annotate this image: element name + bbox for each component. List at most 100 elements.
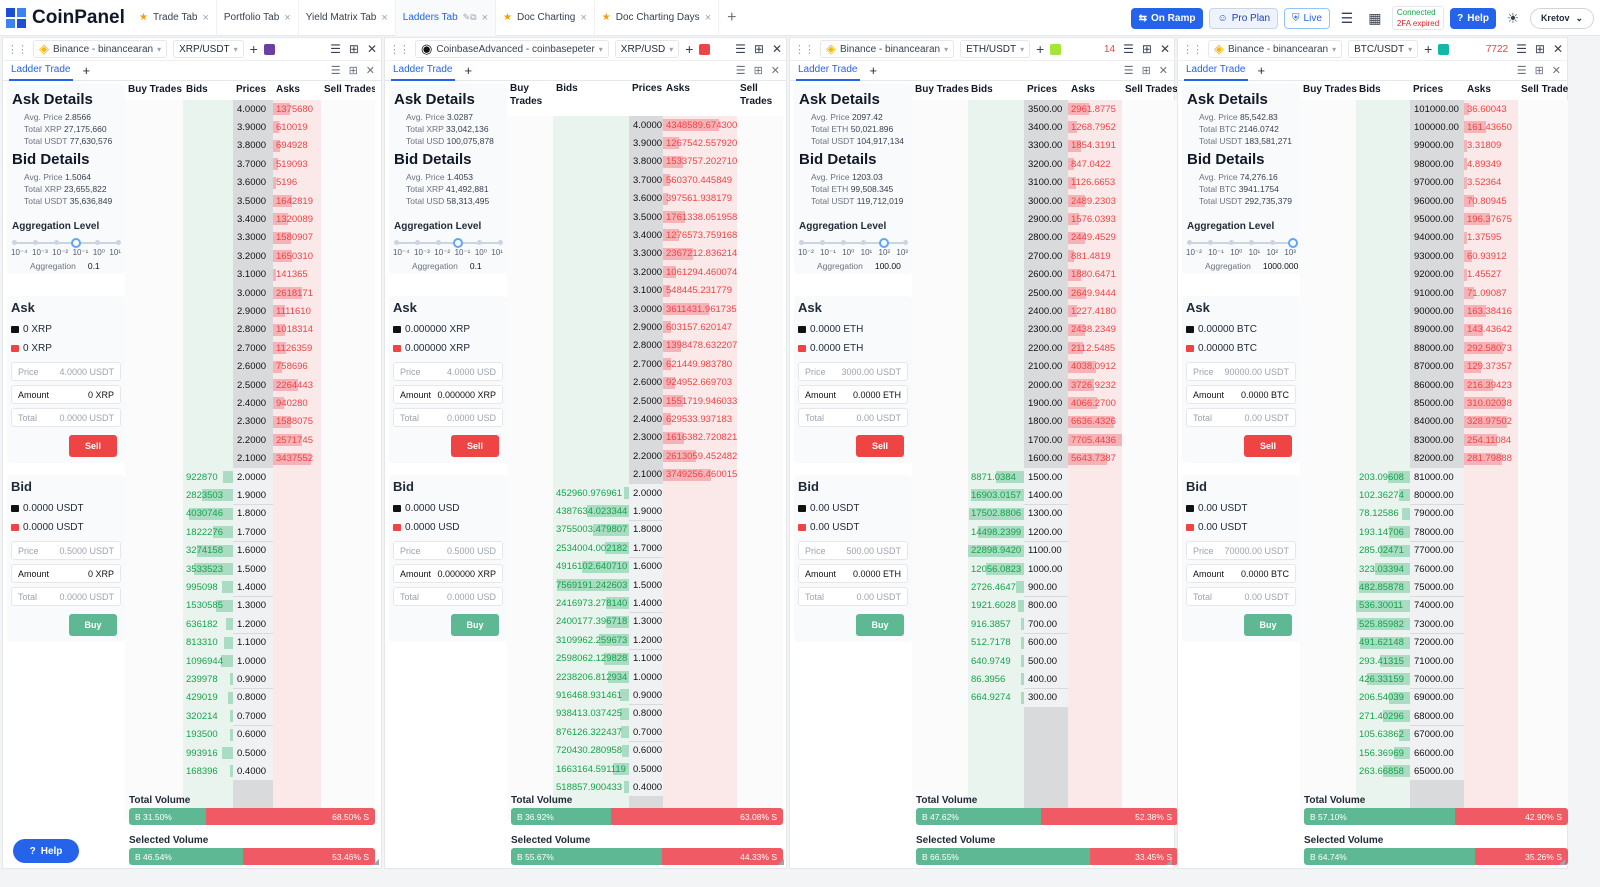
price-cell[interactable]: 1400.00 xyxy=(1024,486,1068,505)
ladder-row[interactable]: 2.1000 3437552 xyxy=(125,450,375,468)
price-cell[interactable]: 2.4000 xyxy=(633,413,663,425)
ladder-row[interactable]: 0.4000 168396 xyxy=(125,762,375,781)
ask-cell[interactable]: 881.4819 xyxy=(1068,247,1122,265)
price-cell[interactable]: 2500.00 xyxy=(1028,287,1063,299)
ladder-row[interactable]: 3.9000 1267542.557920 xyxy=(507,134,783,152)
bid-amount-input[interactable]: Amount 0.000000 XRP xyxy=(393,564,503,583)
ladder-row[interactable]: 2.0000 452960.976961 xyxy=(507,484,783,502)
bid-total-input[interactable]: Total 0.0000 USDT xyxy=(11,587,121,606)
slider-step[interactable] xyxy=(1187,240,1192,245)
slider-step[interactable] xyxy=(799,240,804,245)
ask-cell[interactable]: 1111610 xyxy=(273,302,321,320)
sell-button[interactable]: Sell xyxy=(451,435,499,457)
price-cell[interactable]: 67000.00 xyxy=(1410,725,1464,744)
ladder-row[interactable]: 1200.00 14498.2399 xyxy=(912,523,1178,542)
bid-amount-input[interactable]: Amount 0.0000 BTC xyxy=(1186,564,1296,583)
bid-cell[interactable]: 916468.931461 xyxy=(553,686,629,704)
menu-icon[interactable]: ☰ xyxy=(1123,42,1134,56)
ask-cell[interactable]: 847.0422 xyxy=(1068,155,1122,173)
ladder-row[interactable]: 3.3000 1580907 xyxy=(125,229,375,247)
ladder-row[interactable]: 1.4000 995098 xyxy=(125,578,375,597)
bid-cell[interactable]: 2400177.396718 xyxy=(553,613,629,631)
price-cell[interactable]: 100000.00 xyxy=(1414,121,1459,133)
symbol-select[interactable]: XRP/USDT ▾ xyxy=(173,40,244,58)
close-icon[interactable]: ✕ xyxy=(1552,42,1563,56)
price-cell[interactable]: 0.9000 xyxy=(629,686,663,705)
ladder-row[interactable]: 3.9000 610019 xyxy=(125,118,375,136)
bid-cell[interactable]: 916.3857 xyxy=(968,615,1024,633)
price-cell[interactable]: 2.1000 xyxy=(237,453,267,465)
price-cell[interactable]: 3100.00 xyxy=(1028,177,1063,189)
ladder-row[interactable]: 77000.00 285.02471 xyxy=(1300,541,1568,560)
ladder-row[interactable]: 1.4000 2416973.278140 xyxy=(507,594,783,613)
ladder-row[interactable]: 1.6000 3274158 xyxy=(125,541,375,560)
bid-cell[interactable]: 2726.4647 xyxy=(968,578,1024,596)
price-cell[interactable]: 96000.00 xyxy=(1414,195,1454,207)
slider-step[interactable] xyxy=(116,240,121,245)
aggregation-slider[interactable] xyxy=(799,238,908,248)
price-cell[interactable]: 3.8000 xyxy=(237,140,267,152)
ask-cell[interactable]: 3437552 xyxy=(273,450,321,468)
price-cell[interactable]: 2600.00 xyxy=(1028,269,1063,281)
ladder-row[interactable]: 2300.00 2438.2349 xyxy=(912,321,1178,339)
bid-price-input[interactable]: Price 500.00 USDT xyxy=(798,541,908,560)
price-cell[interactable]: 1200.00 xyxy=(1024,523,1068,542)
ladder-row[interactable]: 1.2000 636182 xyxy=(125,615,375,634)
sell-button[interactable]: Sell xyxy=(69,435,117,457)
bid-cell[interactable]: 2238206.812934 xyxy=(553,668,629,686)
price-cell[interactable]: 0.4000 xyxy=(233,762,273,781)
price-cell[interactable]: 2.4000 xyxy=(237,397,267,409)
price-cell[interactable]: 92000.00 xyxy=(1414,269,1454,281)
tab-ladder-trade[interactable]: Ladder Trade xyxy=(796,61,860,81)
ask-price-input[interactable]: Price 3000.00 USDT xyxy=(798,362,908,381)
price-cell[interactable]: 2.3000 xyxy=(633,432,663,444)
ask-cell[interactable]: 310.02038 xyxy=(1464,394,1518,412)
ladder-row[interactable]: 2800.00 2449.4529 xyxy=(912,229,1178,247)
price-cell[interactable]: 2.8000 xyxy=(633,340,663,352)
slider-knob[interactable] xyxy=(453,238,464,248)
bid-cell[interactable]: 320214 xyxy=(183,707,233,725)
slider-step[interactable] xyxy=(903,240,908,245)
user-menu[interactable]: Kretov ⌄ xyxy=(1529,7,1594,29)
ask-cell[interactable]: 940280 xyxy=(273,394,321,412)
close-icon[interactable]: ✕ xyxy=(770,65,780,77)
price-cell[interactable]: 1.4000 xyxy=(629,594,663,613)
ask-cell[interactable]: 143.43642 xyxy=(1464,321,1518,339)
price-cell[interactable]: 0.5000 xyxy=(629,760,663,778)
menu-icon[interactable]: ☰ xyxy=(1516,65,1527,77)
price-cell[interactable]: 1000.00 xyxy=(1024,560,1068,578)
ask-cell[interactable]: 70.80945 xyxy=(1464,192,1518,210)
bid-cell[interactable]: 16903.0157 xyxy=(968,486,1024,504)
grid-icon[interactable]: ⊞ xyxy=(753,65,763,77)
ladder-row[interactable]: 1000.00 12056.0823 xyxy=(912,560,1178,578)
ask-cell[interactable]: 2613059.452482 xyxy=(663,447,737,465)
ask-cell[interactable]: 610019 xyxy=(273,118,321,136)
ask-cell[interactable]: 71.09087 xyxy=(1464,284,1518,302)
ask-cell[interactable]: 1320089 xyxy=(273,210,321,228)
bid-price-input[interactable]: Price 70000.00 USDT xyxy=(1186,541,1296,560)
ladder-row[interactable]: 83000.00 254.11084 xyxy=(1300,431,1568,449)
ladder-row[interactable]: 2.5000 2264443 xyxy=(125,376,375,394)
ladder-row[interactable]: 69000.00 206.54039 xyxy=(1300,688,1568,707)
ladder-row[interactable]: 101000.00 36.60043 xyxy=(1300,100,1568,118)
menu-icon[interactable]: ☰ xyxy=(330,65,341,77)
price-cell[interactable]: 70000.00 xyxy=(1410,670,1464,689)
ask-cell[interactable]: 1398478.632207 xyxy=(663,337,737,355)
ask-total-input[interactable]: Total 0.00 USDT xyxy=(798,408,908,427)
ask-cell[interactable]: 163.38416 xyxy=(1464,302,1518,320)
bid-cell[interactable]: 78.12586 xyxy=(1356,505,1410,523)
slider-step[interactable] xyxy=(394,240,399,245)
slider-step[interactable] xyxy=(477,240,483,245)
price-cell[interactable]: 84000.00 xyxy=(1414,416,1454,428)
ask-cell[interactable]: 196.37675 xyxy=(1464,210,1518,228)
price-cell[interactable]: 87000.00 xyxy=(1414,361,1454,373)
drag-handle-icon[interactable]: ⋮⋮ xyxy=(7,43,28,56)
ask-cell[interactable]: 1533757.202710 xyxy=(663,153,737,171)
price-cell[interactable]: 2900.00 xyxy=(1028,213,1063,225)
tab-2[interactable]: Yield Matrix Tab × xyxy=(299,0,396,36)
price-cell[interactable]: 78000.00 xyxy=(1410,523,1464,542)
bid-cell[interactable]: 86.3956 xyxy=(968,670,1024,688)
bid-cell[interactable]: 1921.6028 xyxy=(968,597,1024,615)
ask-price-input[interactable]: Price 90000.00 USDT xyxy=(1186,362,1296,381)
bid-cell[interactable]: 203.09608 xyxy=(1356,468,1410,486)
